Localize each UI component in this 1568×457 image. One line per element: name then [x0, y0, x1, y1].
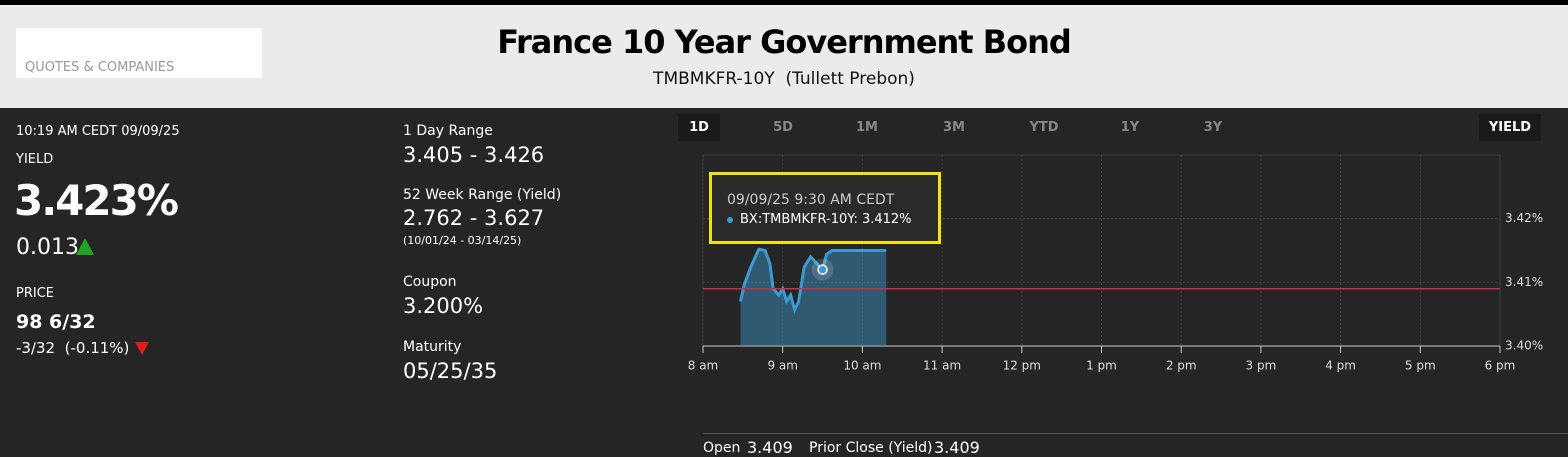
range-tab[interactable]: YTD	[1029, 120, 1059, 135]
timestamp: 10:19 AM CEDT 09/09/25	[16, 124, 180, 139]
tooltip: 09/09/25 9:30 AM CEDT BX:TMBMKFR-10Y: 3.…	[709, 172, 941, 244]
up-arrow	[76, 238, 94, 255]
y-tick-label: 3.42%	[1505, 211, 1543, 225]
hover-point	[817, 264, 828, 275]
stat-note: (10/01/24 - 03/14/25)	[403, 234, 522, 247]
x-tick-label: 12 pm	[1003, 359, 1041, 373]
subtitle: TMBMKFR-10Y (Tullett Prebon)	[653, 69, 915, 89]
y-tick-label: 3.40%	[1505, 339, 1543, 353]
stat-label: Coupon	[403, 274, 457, 290]
prior-close-value: 3.409	[934, 438, 980, 457]
x-tick-label: 8 am	[688, 359, 719, 373]
tooltip-title: 09/09/25 9:30 AM CEDT	[727, 192, 895, 208]
yield-value: 3.423%	[14, 176, 179, 225]
search-label: QUOTES & COMPANIES	[25, 60, 175, 75]
yield-label: YIELD	[16, 152, 54, 167]
range-tab[interactable]: 1D	[678, 114, 720, 141]
stat-value: 2.762 - 3.627	[403, 206, 545, 230]
line	[738, 247, 887, 314]
header: QUOTES & COMPANIES France 10 Year Govern…	[0, 5, 1568, 108]
top-bar	[0, 0, 1568, 5]
stat-label: 52 Week Range (Yield)	[403, 187, 562, 203]
open-value: 3.409	[747, 438, 793, 457]
tooltip-text: BX:TMBMKFR-10Y: 3.412%	[740, 212, 912, 227]
stat-value: 05/25/35	[403, 359, 498, 383]
area	[740, 249, 887, 346]
stat-value: 3.200%	[403, 294, 484, 318]
range-tab[interactable]: 1M	[856, 120, 878, 135]
price-change: -3/32 (-0.11%)	[16, 339, 130, 357]
stat-label: Maturity	[403, 339, 462, 355]
x-tick-label: 6 pm	[1485, 359, 1516, 373]
x-tick-label: 5 pm	[1405, 359, 1436, 373]
x-tick-label: 3 pm	[1246, 359, 1277, 373]
range-tab[interactable]: 5D	[773, 120, 793, 135]
yield-change: 0.013	[16, 235, 79, 260]
mode-button[interactable]: YIELD	[1479, 114, 1541, 141]
y-tick-label: 3.41%	[1505, 275, 1543, 289]
stat-label: 1 Day Range	[403, 123, 493, 139]
range-tab[interactable]: 1Y	[1120, 120, 1140, 135]
x-tick-label: 10 am	[843, 359, 881, 373]
price-value: 98 6/32	[16, 311, 96, 333]
divider	[703, 433, 1568, 434]
open-label: Open	[703, 440, 741, 456]
x-tick-label: 1 pm	[1086, 359, 1117, 373]
title: France 10 Year Government Bond	[497, 23, 1072, 61]
stat-value: 3.405 - 3.426	[403, 143, 545, 167]
price-label: PRICE	[16, 286, 54, 301]
prior-close-label: Prior Close (Yield)	[809, 440, 933, 456]
x-tick-label: 11 am	[923, 359, 961, 373]
tooltip-dot	[727, 217, 733, 223]
range-tab[interactable]: 3Y	[1203, 120, 1223, 135]
x-tick-label: 4 pm	[1325, 359, 1356, 373]
search-box[interactable]: QUOTES & COMPANIES	[16, 28, 262, 78]
x-tick-label: 9 am	[767, 359, 798, 373]
x-tick-label: 2 pm	[1166, 359, 1197, 373]
range-tab[interactable]: 3M	[943, 120, 965, 135]
down-arrow	[135, 342, 149, 355]
